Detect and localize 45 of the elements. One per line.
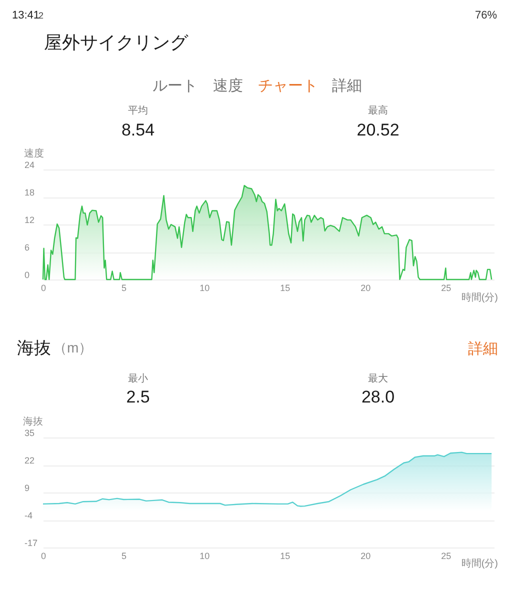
y-tick-label: -17 xyxy=(24,538,38,548)
y-axis-title: 速度 xyxy=(24,148,44,160)
text: 平均 xyxy=(128,104,148,116)
x-tick-label: 20 xyxy=(360,283,371,293)
x-tick-label: 0 xyxy=(40,283,46,293)
x-tick-label: 20 xyxy=(360,551,371,561)
y-axis-title: 海抜 xyxy=(23,416,43,428)
y-tick-label: 0 xyxy=(24,270,30,280)
text: 速度 xyxy=(213,78,243,94)
text: 8.54 xyxy=(121,120,155,140)
y-tick-label: 12 xyxy=(24,215,35,225)
y-tick-label: 24 xyxy=(24,160,35,170)
text: 最小 xyxy=(128,372,148,384)
text: 28.0 xyxy=(361,388,395,406)
text: ルート xyxy=(152,78,198,94)
x-tick-label: 25 xyxy=(441,283,452,293)
chart-title: 海抜 xyxy=(17,338,51,358)
y-tick-label: 18 xyxy=(24,188,35,198)
text: 20.52 xyxy=(356,120,400,140)
x-tick-label: 10 xyxy=(200,283,210,293)
text: チャート xyxy=(258,78,318,94)
chart-subtitle: （m） xyxy=(53,340,93,356)
y-tick-label: 9 xyxy=(24,483,30,493)
text: 最高 xyxy=(368,104,388,116)
text: 最大 xyxy=(368,372,388,384)
y-tick-label: 35 xyxy=(24,428,35,438)
x-tick-label: 5 xyxy=(122,283,127,293)
x-tick-label: 5 xyxy=(122,551,127,561)
x-tick-label: 15 xyxy=(280,283,290,293)
x-axis-title: 時間(分) xyxy=(461,292,498,304)
text: 屋外サイクリング xyxy=(44,32,189,52)
text: 2 xyxy=(38,10,44,20)
y-tick-label: 22 xyxy=(24,456,35,466)
x-tick-label: 15 xyxy=(280,551,290,561)
y-tick-label: -4 xyxy=(24,510,33,520)
text: 13:41 xyxy=(12,10,40,22)
text: 76% xyxy=(474,10,498,22)
x-tick-label: 25 xyxy=(441,551,452,561)
text: 2.5 xyxy=(126,388,150,406)
x-axis-title: 時間(分) xyxy=(461,558,498,570)
text: 詳細 xyxy=(332,78,362,94)
x-tick-label: 10 xyxy=(200,551,210,561)
text: 詳細 xyxy=(468,340,498,358)
x-tick-label: 0 xyxy=(40,551,46,561)
y-tick-label: 6 xyxy=(24,242,30,252)
